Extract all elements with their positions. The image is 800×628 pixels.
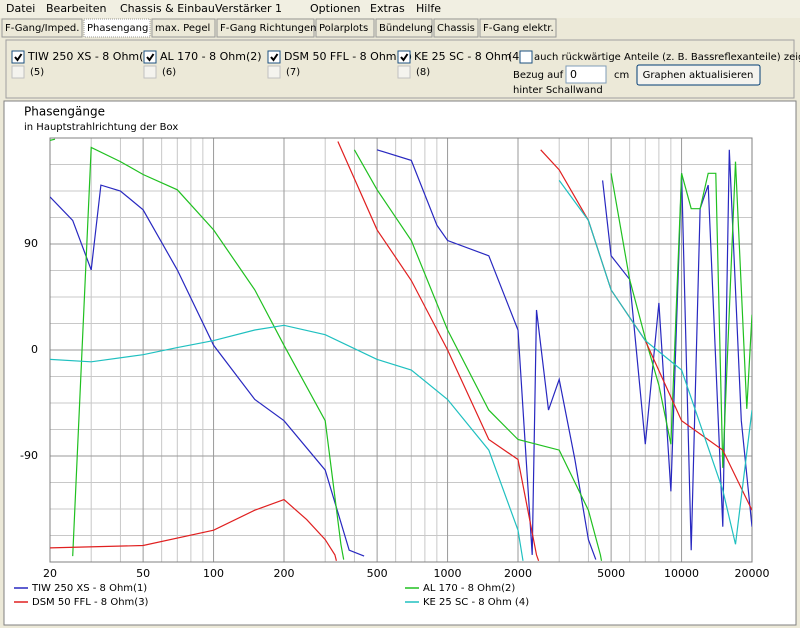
chart-title: Phasengänge <box>24 105 105 119</box>
tab[interactable] <box>315 18 375 38</box>
tab[interactable] <box>83 18 151 38</box>
input-value: 0 <box>570 68 577 81</box>
legend-label: TIW 250 XS - 8 Ohm(1) <box>31 583 147 594</box>
slot-label: (4 <box>508 50 519 63</box>
checkbox[interactable] <box>267 50 281 64</box>
legend-label: KE 25 SC - 8 Ohm (4) <box>423 597 529 608</box>
x-tick-label: 10000 <box>664 567 699 580</box>
checkbox[interactable] <box>11 50 25 64</box>
tab-label[interactable]: F-Gang/Imped. <box>5 23 79 34</box>
option-label: auch rückwärtige Anteile (z. B. Bassrefl… <box>534 52 800 63</box>
checkmark <box>14 53 23 62</box>
chart-subtitle: in Hauptstrahlrichtung der Box <box>24 122 178 133</box>
tab[interactable] <box>433 18 479 38</box>
driver-label: TIW 250 XS - 8 Ohm(1) <box>27 50 155 63</box>
x-tick-label: 200 <box>274 567 295 580</box>
menu-item[interactable]: Chassis & Einbau <box>120 2 215 15</box>
x-tick-label: 20 <box>43 567 57 580</box>
tab-label[interactable]: Chassis <box>437 23 475 34</box>
menu-bar <box>0 0 800 18</box>
menu-item[interactable]: Hilfe <box>416 2 441 15</box>
chart-frame <box>3 100 797 626</box>
phase-line <box>50 149 752 560</box>
driver-label: KE 25 SC - 8 Ohm <box>414 50 512 63</box>
legend-label: DSM 50 FFL - 8 Ohm(3) <box>32 597 149 608</box>
y-tick-label: -90 <box>20 449 38 462</box>
checkmark <box>400 53 409 62</box>
label: cm <box>614 70 629 81</box>
tab[interactable] <box>375 18 433 38</box>
tab-label[interactable]: max. Pegel <box>155 23 210 34</box>
label: hinter Schallwand <box>513 85 603 96</box>
menu-item[interactable]: Optionen <box>310 2 360 15</box>
slot-label: (6) <box>162 67 176 78</box>
tab[interactable] <box>1 18 83 38</box>
checkbox[interactable] <box>11 65 25 79</box>
tab-label[interactable]: Polarplots <box>319 23 368 34</box>
x-tick-label: 5000 <box>597 567 625 580</box>
y-tick-label: 0 <box>31 343 38 356</box>
tab[interactable] <box>216 18 315 38</box>
y-tick-label: 90 <box>24 237 38 250</box>
slot-label: (7) <box>286 67 300 78</box>
input[interactable] <box>565 65 607 84</box>
tab-label[interactable]: F-Gang Richtungen <box>220 23 316 34</box>
checkbox[interactable] <box>397 50 411 64</box>
tab-label[interactable]: F-Gang elektr. <box>483 23 554 34</box>
checkbox[interactable] <box>143 50 157 64</box>
label: Bezug auf <box>513 70 564 81</box>
button[interactable] <box>636 64 761 86</box>
checkbox[interactable] <box>397 65 411 79</box>
plot-border <box>49 137 753 563</box>
x-tick-label: 500 <box>367 567 388 580</box>
slot-label: (5) <box>30 67 44 78</box>
x-tick-label: 2000 <box>504 567 532 580</box>
button-label[interactable]: Graphen aktualisieren <box>643 70 754 81</box>
driver-label: AL 170 - 8 Ohm(2) <box>160 50 262 63</box>
tab[interactable] <box>151 18 216 38</box>
tab[interactable] <box>479 18 557 38</box>
driver-label: DSM 50 FFL - 8 Ohm(3) <box>284 50 412 63</box>
checkbox[interactable] <box>267 65 281 79</box>
menu-item[interactable]: Datei <box>6 2 35 15</box>
menu-item[interactable]: Extras <box>370 2 405 15</box>
x-tick-label: 1000 <box>434 567 462 580</box>
checkmark <box>146 53 155 62</box>
slot-label: (8) <box>416 67 430 78</box>
checkbox[interactable] <box>143 65 157 79</box>
checkbox[interactable] <box>519 50 533 64</box>
x-tick-label: 50 <box>136 567 150 580</box>
tab-label[interactable]: Bündelung <box>379 23 433 34</box>
menu-item[interactable]: Verstärker 1 <box>215 2 282 15</box>
legend-label: AL 170 - 8 Ohm(2) <box>423 583 515 594</box>
phase-line <box>50 180 752 561</box>
x-tick-label: 100 <box>203 567 224 580</box>
tab-label[interactable]: Phasengang <box>87 23 148 34</box>
x-tick-label: 20000 <box>735 567 770 580</box>
phase-line <box>50 138 752 561</box>
checkmark <box>270 53 279 62</box>
menu-item[interactable]: Bearbeiten <box>46 2 106 15</box>
